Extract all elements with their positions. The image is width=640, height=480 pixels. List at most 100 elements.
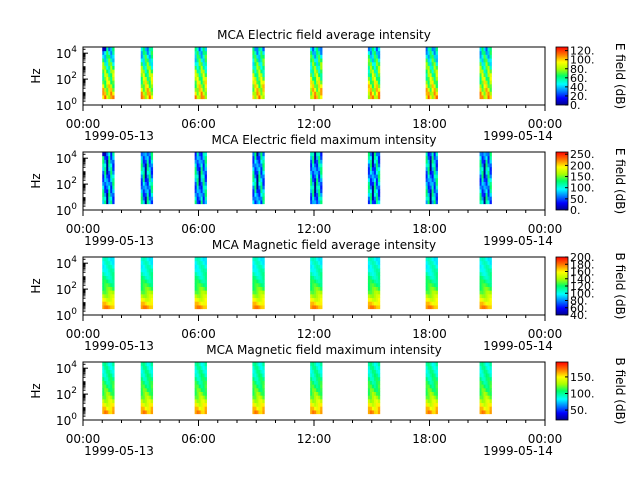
spectrogram-block <box>140 47 154 100</box>
spectrogram-block <box>252 362 265 415</box>
x-date-label: 1999-05-13 <box>84 444 154 458</box>
y-tick-label: 104 <box>56 360 77 376</box>
colorbar-tick-label: 120. <box>570 280 595 293</box>
panel-title: MCA Electric field maximum intensity <box>211 133 436 147</box>
x-tick-label: 06:00 <box>181 327 216 341</box>
x-tick-label: 12:00 <box>297 117 332 131</box>
colorbar: 150. 100. 50. B field (dB) <box>555 358 627 424</box>
spectrogram-block <box>479 362 492 415</box>
spectrogram-block <box>367 152 381 205</box>
y-tick-label: 102 <box>56 71 77 87</box>
spectrogram-block <box>479 257 492 310</box>
y-tick-label: 100 <box>56 412 77 428</box>
spectrogram-block <box>102 257 115 310</box>
y-axis-label: Hz <box>29 68 43 83</box>
spectrogram-block <box>102 152 115 205</box>
x-tick-label: 18:00 <box>412 117 447 131</box>
spectrogram-block <box>479 152 492 205</box>
x-tick-label: 06:00 <box>181 222 216 236</box>
x-tick-label: 18:00 <box>412 222 447 236</box>
x-tick-label: 00:00 <box>528 117 563 131</box>
colorbar-tick-label: 50. <box>570 193 588 206</box>
colorbar-tick-label: 0. <box>570 99 581 112</box>
panel-title: MCA Magnetic field average intensity <box>212 238 436 252</box>
colorbar-tick-label: 180. <box>570 258 595 271</box>
colorbar-tick-label: 160. <box>570 266 595 279</box>
colorbar-tick-label: 200. <box>570 251 595 264</box>
spectrogram-block <box>252 47 265 100</box>
spectrogram-block <box>310 47 323 100</box>
colorbar-tick-label: 60. <box>570 72 588 85</box>
y-axis-label: Hz <box>29 173 43 188</box>
spectrogram-block <box>140 257 154 310</box>
spectrogram-block <box>479 47 492 100</box>
y-tick-label: 104 <box>56 150 77 166</box>
colorbar-tick-label: 100. <box>570 182 595 195</box>
y-axis-label: Hz <box>29 278 43 293</box>
x-date-label: 1999-05-14 <box>483 234 553 248</box>
spectrogram-block <box>102 47 115 100</box>
x-date-label: 1999-05-14 <box>483 129 553 143</box>
spectrogram-block <box>194 47 207 100</box>
colorbar-label: E field (dB) <box>613 43 627 109</box>
x-tick-label: 00:00 <box>528 327 563 341</box>
colorbar: 250.200.150.100.50.0. E field (dB) <box>555 148 627 217</box>
spectrogram-block <box>252 257 265 310</box>
colorbar-tick-label: 80. <box>570 63 588 76</box>
y-tick-label: 100 <box>56 97 77 113</box>
x-tick-label: 06:00 <box>181 432 216 446</box>
spectrogram-block <box>140 152 154 205</box>
spectrogram-block <box>367 362 381 415</box>
spectrogram-block <box>252 152 265 205</box>
panel-4: MCA Magnetic field maximum intensity 100 1… <box>29 343 627 458</box>
colorbar-tick-label: 100. <box>570 287 595 300</box>
panel-2: MCA Electric field maximum intensity 100 1… <box>29 133 627 248</box>
colorbar-tick-label: 250. <box>570 148 595 161</box>
spectrogram-block <box>425 152 438 205</box>
y-tick-label: 100 <box>56 202 77 218</box>
colorbar-tick-label: 60. <box>570 302 588 315</box>
x-tick-label: 12:00 <box>297 222 332 236</box>
panel-title: MCA Magnetic field maximum intensity <box>206 343 442 357</box>
colorbar: 120.100.80.60.40.20.0. E field (dB) <box>555 43 627 112</box>
spectrogram-block <box>367 47 381 100</box>
y-tick-label: 100 <box>56 307 77 323</box>
colorbar-tick-label: 140. <box>570 273 595 286</box>
x-tick-label: 00:00 <box>66 432 101 446</box>
x-tick-label: 00:00 <box>66 327 101 341</box>
colorbar: 200.180.160.140.120.100.80.60.40. B field… <box>555 251 627 322</box>
spectrogram-block <box>425 47 438 100</box>
panel-title: MCA Electric field average intensity <box>217 28 431 42</box>
x-tick-label: 12:00 <box>297 432 332 446</box>
x-tick-label: 06:00 <box>181 117 216 131</box>
spectrogram-block <box>194 152 207 205</box>
colorbar-tick-label: 150. <box>570 371 595 384</box>
panel-3: MCA Magnetic field average intensity 100 1… <box>29 238 627 353</box>
spectrogram-block <box>194 257 207 310</box>
colorbar-label: B field (dB) <box>613 253 627 320</box>
colorbar-tick-label: 0. <box>570 204 581 217</box>
colorbar-label: E field (dB) <box>613 148 627 214</box>
x-tick-label: 00:00 <box>528 432 563 446</box>
y-tick-label: 102 <box>56 176 77 192</box>
panel-1: MCA Electric field average intensity 100 1… <box>29 28 627 143</box>
spectrogram-block <box>425 362 438 415</box>
x-date-label: 1999-05-13 <box>84 129 154 143</box>
spectrogram-block <box>367 257 381 310</box>
x-date-label: 1999-05-14 <box>483 444 553 458</box>
colorbar-tick-label: 100. <box>570 387 595 400</box>
colorbar-tick-label: 150. <box>570 171 595 184</box>
x-date-label: 1999-05-13 <box>84 234 154 248</box>
colorbar-tick-label: 200. <box>570 159 595 172</box>
y-tick-label: 104 <box>56 255 77 271</box>
x-tick-label: 00:00 <box>66 222 101 236</box>
y-tick-label: 102 <box>56 386 77 402</box>
colorbar-tick-label: 120. <box>570 45 595 58</box>
colorbar-tick-label: 100. <box>570 54 595 67</box>
y-tick-label: 102 <box>56 281 77 297</box>
colorbar-tick-label: 40. <box>570 81 588 94</box>
x-date-label: 1999-05-13 <box>84 339 154 353</box>
x-tick-label: 00:00 <box>66 117 101 131</box>
spectrogram-block <box>310 257 323 310</box>
